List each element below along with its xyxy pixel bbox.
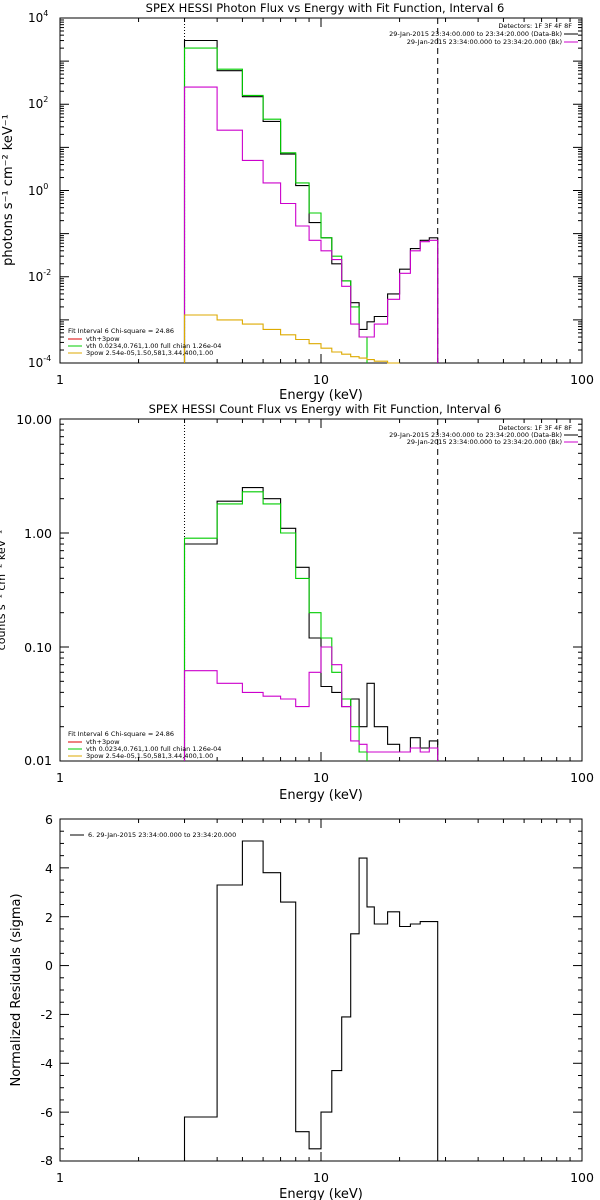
chart-title: SPEX HESSI Photon Flux vs Energy with Fi… (146, 1, 505, 15)
x-tick-label: 1 (56, 1170, 64, 1185)
x-tick-marks (59, 18, 571, 363)
series-histogram (183, 487, 439, 761)
y-tick-label: 0.01 (24, 753, 52, 768)
residuals-panel: 1 10 100 6 4 2 0 -2 -4 -6 -8 Energy (keV… (9, 812, 594, 1200)
x-axis-label: Energy (keV) (279, 1187, 363, 1200)
series-histogram (183, 86, 439, 363)
y-tick-label: 10-4 (28, 354, 51, 370)
legend-text: 29-Jan-2015 23:34:00.000 to 23:34:20.000… (389, 30, 562, 38)
plot-frame (59, 17, 583, 364)
y-tick-label: -8 (41, 1153, 54, 1168)
series-histogram (183, 840, 439, 1161)
x-tick-label: 100 (570, 372, 594, 387)
y-tick-label: -2 (41, 1007, 53, 1022)
plot-frame (59, 818, 583, 1162)
legend-text: 3pow 2.54e-05,1.50,581,3.44,400,1.00 (86, 349, 213, 357)
legend-fit: Fit Interval 6 Chi-square = 24.86 vth+3p… (68, 327, 221, 357)
svg-text:102: 102 (28, 95, 48, 111)
y-tick-label: -4 (41, 1056, 54, 1071)
photon-flux-panel: SPEX HESSI Photon Flux vs Energy with Fi… (1, 1, 594, 403)
legend-text: Fit Interval 6 Chi-square = 24.86 (68, 730, 174, 738)
x-axis-label: Energy (keV) (279, 388, 363, 403)
y-axis-label: counts s⁻¹ cm⁻² keV⁻¹ (0, 530, 8, 651)
svg-text:100: 100 (28, 182, 48, 198)
legend-text: vth+3pow (86, 738, 120, 746)
y-tick-label: 104 (28, 9, 48, 25)
legend-detectors: Detectors: 1F 3F 4F 8F 29-Jan-2015 23:34… (389, 22, 578, 46)
chart-title: SPEX HESSI Count Flux vs Energy with Fit… (149, 402, 502, 416)
legend-text: 29-Jan-2015 23:34:00.000 to 23:34:20.000… (389, 431, 562, 439)
svg-text:10-2: 10-2 (28, 268, 51, 284)
y-tick-marks (60, 19, 582, 364)
x-tick-marks (59, 419, 571, 761)
y-tick-label: 10.00 (16, 412, 52, 427)
y-tick-label: 6 (45, 812, 53, 827)
count-flux-panel: SPEX HESSI Count Flux vs Energy with Fit… (0, 402, 594, 803)
x-tick-label: 100 (570, 770, 594, 785)
y-tick-label: -6 (41, 1105, 54, 1120)
y-tick-label: 10-2 (28, 268, 51, 284)
x-tick-label: 100 (570, 1170, 594, 1185)
legend-fit: Fit Interval 6 Chi-square = 24.86 vth+3p… (68, 730, 221, 760)
y-tick-marks (60, 423, 582, 762)
x-tick-label: 10 (313, 372, 329, 387)
y-tick-marks (60, 818, 582, 1162)
x-tick-label: 1 (56, 372, 64, 387)
legend-text: Detectors: 1F 3F 4F 8F (498, 22, 572, 30)
legend-text: 29-Jan-2015 23:34:00.000 to 23:34:20.000… (407, 438, 562, 446)
series-histogram (183, 314, 400, 364)
y-axis-label: photons s⁻¹ cm⁻² keV⁻¹ (1, 114, 16, 266)
series-histogram (183, 646, 439, 761)
series-histogram (183, 491, 368, 761)
y-tick-label: 0.10 (24, 640, 52, 655)
x-tick-label: 1 (56, 770, 64, 785)
plot-frame (59, 418, 583, 762)
y-tick-label: 4 (45, 861, 53, 876)
x-tick-label: 10 (313, 1170, 329, 1185)
y-tick-label: 0 (45, 958, 53, 973)
x-axis-label: Energy (keV) (279, 788, 363, 803)
svg-text:10-4: 10-4 (28, 354, 51, 370)
series-histogram (183, 39, 439, 363)
legend-text: Detectors: 1F 3F 4F 8F (498, 424, 572, 432)
legend-detectors: Detectors: 1F 3F 4F 8F 29-Jan-2015 23:34… (389, 424, 578, 446)
y-tick-label: 102 (28, 95, 48, 111)
legend-interval: 6. 29-Jan-2015 23:34:00.000 to 23:34:20.… (70, 831, 236, 839)
legend-text: 3pow 2.54e-05,1.50,581,3.44,400,1.00 (86, 752, 213, 760)
y-axis-label: Normalized Residuals (sigma) (9, 893, 24, 1086)
series-histogram (183, 47, 368, 363)
legend-text: Fit Interval 6 Chi-square = 24.86 (68, 327, 174, 335)
legend-text: 6. 29-Jan-2015 23:34:00.000 to 23:34:20.… (88, 831, 236, 839)
y-tick-label: 1.00 (24, 526, 52, 541)
legend-text: vth 0.0234,0.761,1.00 full chian 1.26e-0… (86, 745, 221, 753)
x-tick-marks (59, 819, 571, 1161)
y-tick-label: 100 (28, 182, 48, 198)
legend-text: vth 0.0234,0.761,1.00 full chian 1.26e-0… (86, 342, 221, 350)
legend-text: vth+3pow (86, 335, 120, 343)
x-tick-label: 10 (313, 770, 329, 785)
svg-text:104: 104 (28, 9, 48, 25)
y-tick-label: 2 (45, 910, 53, 925)
legend-text: 29-Jan-2015 23:34:00.000 to 23:34:20.000… (407, 38, 562, 46)
